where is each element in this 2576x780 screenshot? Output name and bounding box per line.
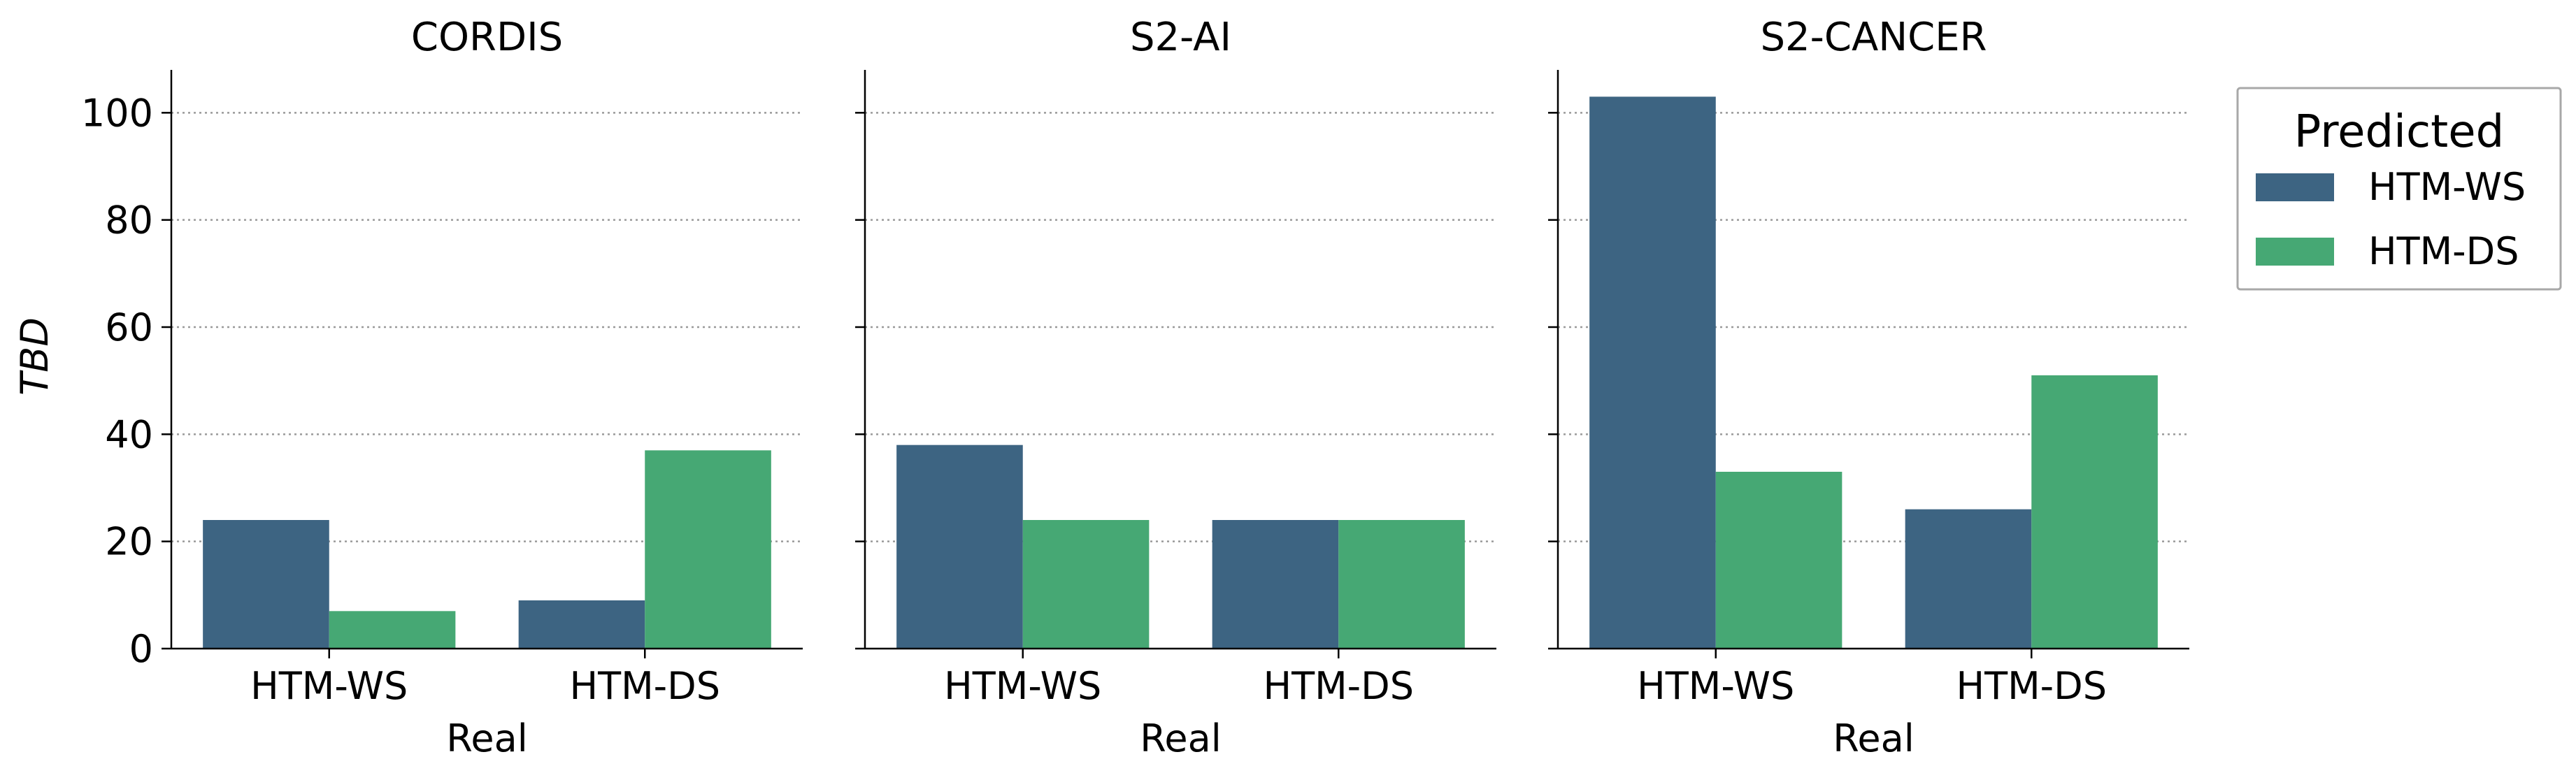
x-tick-label: HTM-WS [944, 664, 1101, 708]
x-axis-label: Real [1833, 716, 1914, 760]
legend-title: Predicted [2294, 106, 2504, 158]
x-tick-label: HTM-DS [569, 664, 720, 708]
legend-swatch-htm-ws [2256, 173, 2334, 201]
panel-title: CORDIS [411, 15, 563, 60]
y-tick-label: 60 [105, 305, 153, 349]
bar-htm-ws-htm-ws [1589, 96, 1716, 649]
bar-htm-ws-htm-ds [1212, 520, 1339, 649]
bar-htm-ws-htm-ds [518, 600, 645, 649]
bar-htm-ws-htm-ws [203, 520, 329, 649]
y-tick-label: 0 [129, 627, 153, 671]
y-tick-label: 100 [81, 91, 153, 135]
bar-htm-ws-htm-ds [1905, 509, 2032, 649]
bar-htm-ws-htm-ws [896, 445, 1023, 649]
x-tick-label: HTM-DS [1263, 664, 1414, 708]
panel-title: S2-AI [1130, 15, 1231, 60]
bar-htm-ds-htm-ds [2031, 375, 2158, 649]
legend-label-htm-ds: HTM-DS [2368, 229, 2519, 273]
panel-cordis: HTM-WS HTM-DS 0 20 40 60 80 100 CORDIS Real [81, 15, 803, 760]
x-axis-label: Real [1140, 716, 1221, 760]
panel-s2-cancer: HTM-WS HTM-DS S2-CANCER Real [1548, 15, 2189, 760]
panel-title: S2-CANCER [1760, 15, 1987, 60]
bar-htm-ds-htm-ws [1715, 472, 1842, 649]
x-tick-label: HTM-WS [250, 664, 408, 708]
y-tick-label: 20 [105, 520, 153, 564]
panel-s2-ai: HTM-WS HTM-DS S2-AI Real [855, 15, 1496, 760]
legend-swatch-htm-ds [2256, 238, 2334, 266]
x-tick-label: HTM-DS [1956, 664, 2107, 708]
y-tick-label: 40 [105, 412, 153, 456]
bar-htm-ds-htm-ws [329, 611, 456, 649]
bar-htm-ds-htm-ds [1338, 520, 1465, 649]
y-axis-label: TBD [13, 317, 57, 396]
legend: Predicted HTM-WS HTM-DS [2236, 87, 2562, 291]
bar-htm-ds-htm-ws [1022, 520, 1150, 649]
legend-label-htm-ws: HTM-WS [2368, 165, 2526, 209]
x-axis-label: Real [446, 716, 527, 760]
bar-htm-ds-htm-ds [645, 450, 771, 649]
x-tick-label: HTM-WS [1637, 664, 1794, 708]
y-tick-label: 80 [105, 198, 153, 243]
